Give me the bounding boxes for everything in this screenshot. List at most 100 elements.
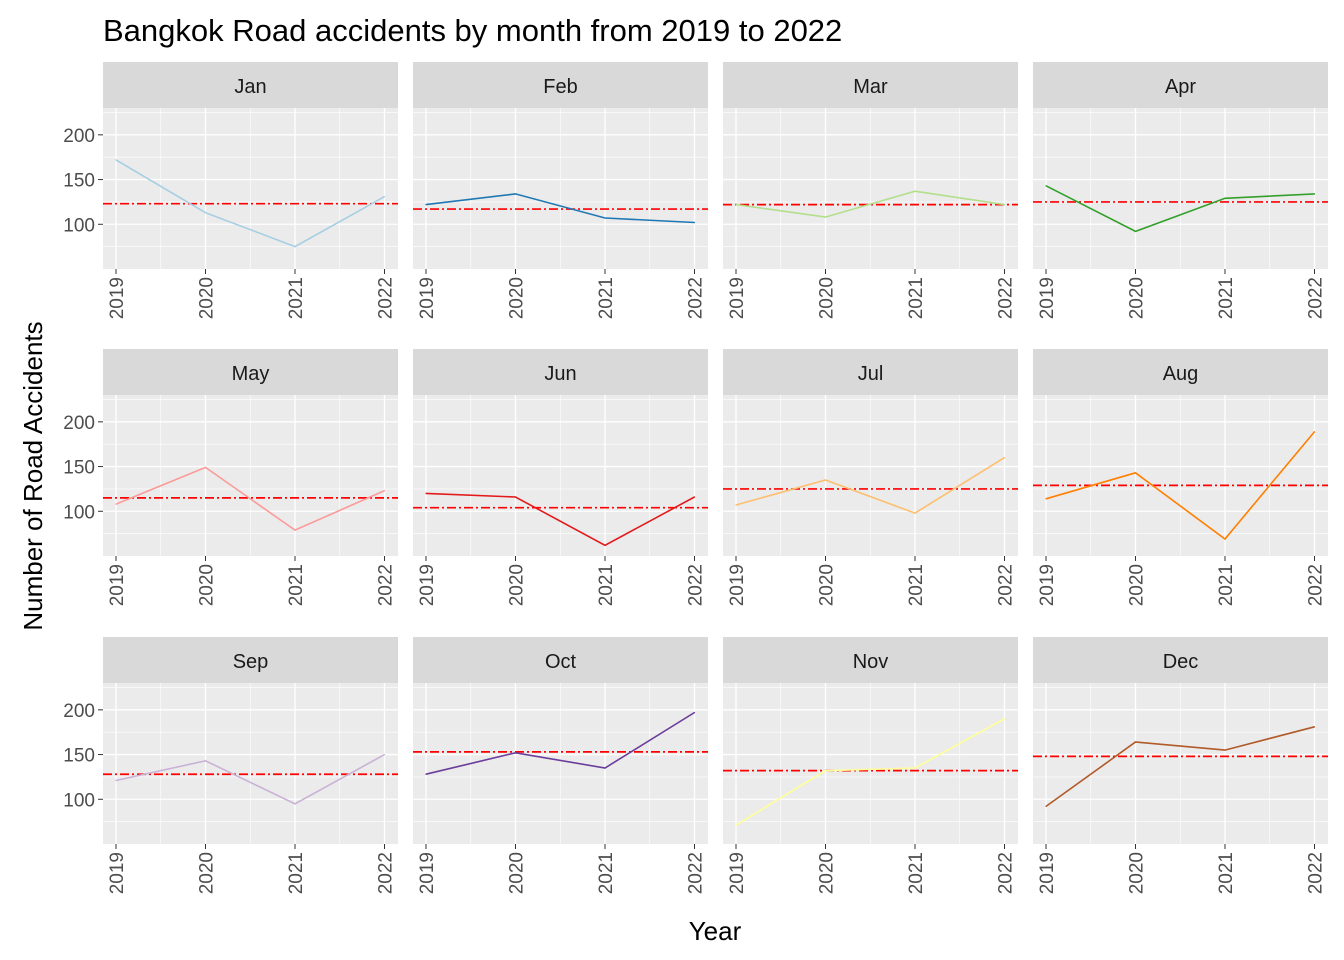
x-tick-label: 2020 [1127,564,1148,606]
facet-strip [103,637,398,683]
data-point [693,221,696,224]
x-tick-label: 2020 [1127,277,1148,319]
facet-strip [103,62,398,108]
data-point [294,246,296,248]
x-tick-label: 2019 [107,277,128,319]
x-tick-label: 2021 [286,564,307,606]
data-point [204,212,207,214]
x-tick-label: 2022 [686,277,707,319]
facet-strip-label: Jan [234,76,266,98]
data-point [294,529,296,531]
facet-strip [723,637,1018,683]
data-point [1313,431,1316,433]
data-point [1134,472,1137,474]
data-point [604,767,606,769]
x-tick-label: 2021 [1216,564,1237,606]
y-tick-label: 100 [63,502,95,523]
x-tick-label: 2019 [417,852,438,894]
data-point [824,479,827,481]
x-tick-label: 2021 [596,852,617,894]
x-tick-label: 2021 [1216,852,1237,894]
data-point [514,193,517,195]
facet-strip [1033,62,1328,108]
data-point [1045,185,1047,187]
x-tick-label: 2022 [996,277,1017,319]
facet-strip [723,349,1018,395]
facet-aug: Aug 2019 2020 2021 2022 [1033,349,1328,606]
facet-dec: Dec 2019 2020 2021 2022 [1033,637,1328,894]
series-line [1045,431,1316,541]
data-point [204,760,207,762]
data-point [914,190,916,192]
facet-apr: Apr 2019 2020 2021 2022 [1033,62,1328,319]
series-line [115,159,385,248]
facet-mar: Mar 2019 2020 2021 2022 [723,62,1018,319]
data-point [914,767,916,769]
data-point [1224,538,1226,540]
data-point [914,512,916,514]
x-tick-label: 2022 [376,852,397,894]
x-tick-label: 2020 [817,277,838,319]
x-tick-label: 2021 [906,852,927,894]
data-point [1003,718,1006,720]
data-point [693,496,696,498]
facet-nov: Nov 2019 2020 2021 2022 [723,637,1018,894]
facet-strip [1033,349,1328,395]
x-tick-label: 2019 [1037,564,1058,606]
x-tick-label: 2021 [906,564,927,606]
data-point [383,195,386,198]
data-point [115,159,117,161]
series-line [115,753,385,805]
series-line [425,711,695,775]
x-tick-label: 2022 [996,564,1017,606]
data-point [735,204,737,206]
data-point [1134,230,1137,233]
data-point [1134,741,1137,743]
x-axis-title: Year [689,916,742,946]
x-tick-label: 2020 [1127,852,1148,894]
x-tick-label: 2019 [1037,277,1058,319]
y-axis-title: Number of Road Accidents [18,321,48,630]
facet-strip [413,637,708,683]
facet-jan: Jan 2019 2020 2021 2022 100 150 200 [63,62,398,319]
y-tick-label: 200 [63,126,95,147]
x-tick-label: 2022 [686,564,707,606]
facet-strip-label: Oct [545,651,577,673]
x-tick-label: 2020 [817,564,838,606]
series-line [735,456,1005,514]
x-tick-label: 2020 [197,277,218,319]
x-tick-label: 2019 [727,564,748,606]
facet-sep: Sep 2019 2020 2021 2022 100 150 200 [63,637,398,894]
x-tick-label: 2020 [197,852,218,894]
facet-strip-label: Aug [1163,363,1199,385]
facet-oct: Oct 2019 2020 2021 2022 [413,637,708,894]
data-point [294,803,296,805]
data-point [735,504,737,506]
data-point [824,216,827,218]
data-point [1003,204,1006,206]
x-tick-label: 2019 [727,852,748,894]
data-point [1003,457,1006,459]
x-tick-label: 2019 [1037,852,1058,894]
data-point [1045,805,1047,808]
x-tick-label: 2022 [1306,277,1327,319]
chart-title: Bangkok Road accidents by month from 201… [103,13,842,48]
y-tick-label: 100 [63,790,95,811]
facet-strip-label: Dec [1163,651,1199,673]
data-point [425,492,427,494]
data-point [604,544,606,546]
x-tick-label: 2022 [376,564,397,606]
data-point [204,466,207,469]
data-point [115,779,117,782]
data-point [604,217,606,219]
x-tick-label: 2022 [376,277,397,319]
x-tick-label: 2021 [596,277,617,319]
data-point [1313,726,1316,728]
x-tick-label: 2020 [507,564,528,606]
series-line [425,193,695,224]
x-tick-label: 2021 [1216,277,1237,319]
x-tick-label: 2020 [817,852,838,894]
x-tick-label: 2020 [197,564,218,606]
x-tick-label: 2019 [107,852,128,894]
